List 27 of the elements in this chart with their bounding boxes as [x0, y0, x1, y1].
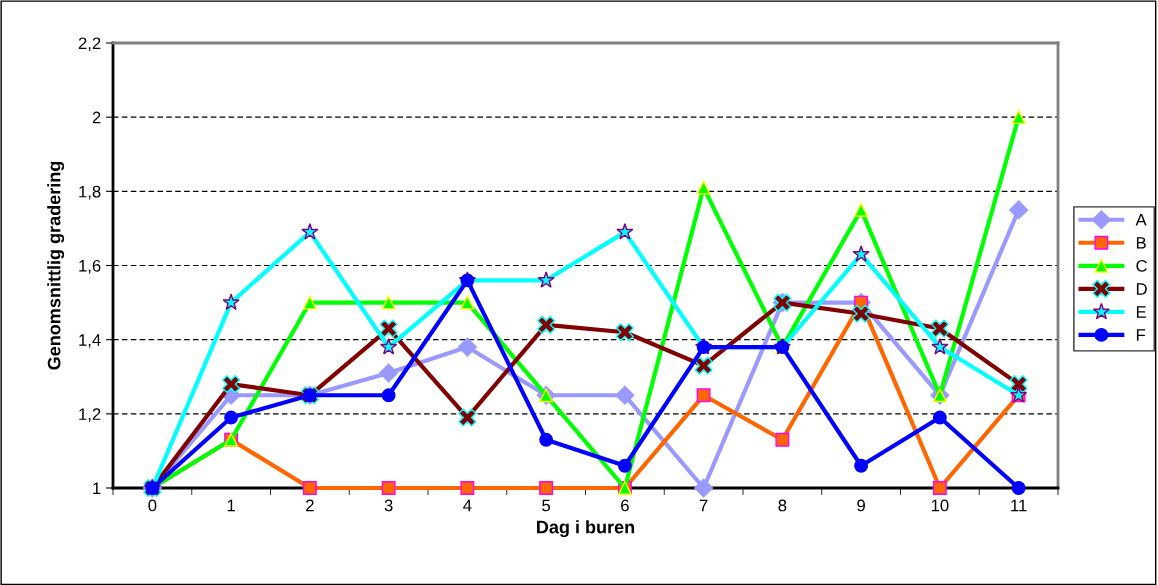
x-tick-label: 5	[542, 499, 551, 512]
x-axis-title: Dag i buren	[537, 520, 635, 538]
x-tick-label: 4	[463, 499, 472, 512]
y-tick-label: 1	[93, 482, 101, 495]
legend-label: D	[1136, 283, 1147, 295]
legend-label: E	[1136, 306, 1146, 318]
y-tick-label: 2,2	[78, 37, 101, 52]
y-tick-label: 1,4	[79, 334, 101, 348]
x-tick-label: 1	[227, 499, 235, 512]
x-tick-label: 11	[1011, 499, 1027, 512]
legend-label: B	[1136, 237, 1146, 249]
y-tick-label: 1,6	[79, 259, 101, 274]
legend-label: A	[1135, 214, 1147, 226]
x-tick-label: 0	[148, 499, 157, 512]
y-tick-label: 1,8	[79, 185, 101, 200]
x-tick-label: 7	[699, 499, 708, 512]
legend-label: F	[1136, 329, 1146, 341]
legend-label: C	[1136, 260, 1147, 272]
x-tick-label: 6	[621, 499, 629, 512]
y-tick-label: 2	[92, 111, 101, 124]
y-axis-title: Genomsnittlig gradering	[47, 161, 65, 370]
x-tick-label: 10	[931, 499, 949, 512]
x-tick-label: 2	[306, 499, 314, 512]
y-tick-label: 1,2	[79, 408, 101, 423]
x-tick-label: 3	[384, 499, 393, 512]
x-tick-label: 9	[857, 499, 865, 512]
x-tick-label: 8	[778, 499, 787, 512]
